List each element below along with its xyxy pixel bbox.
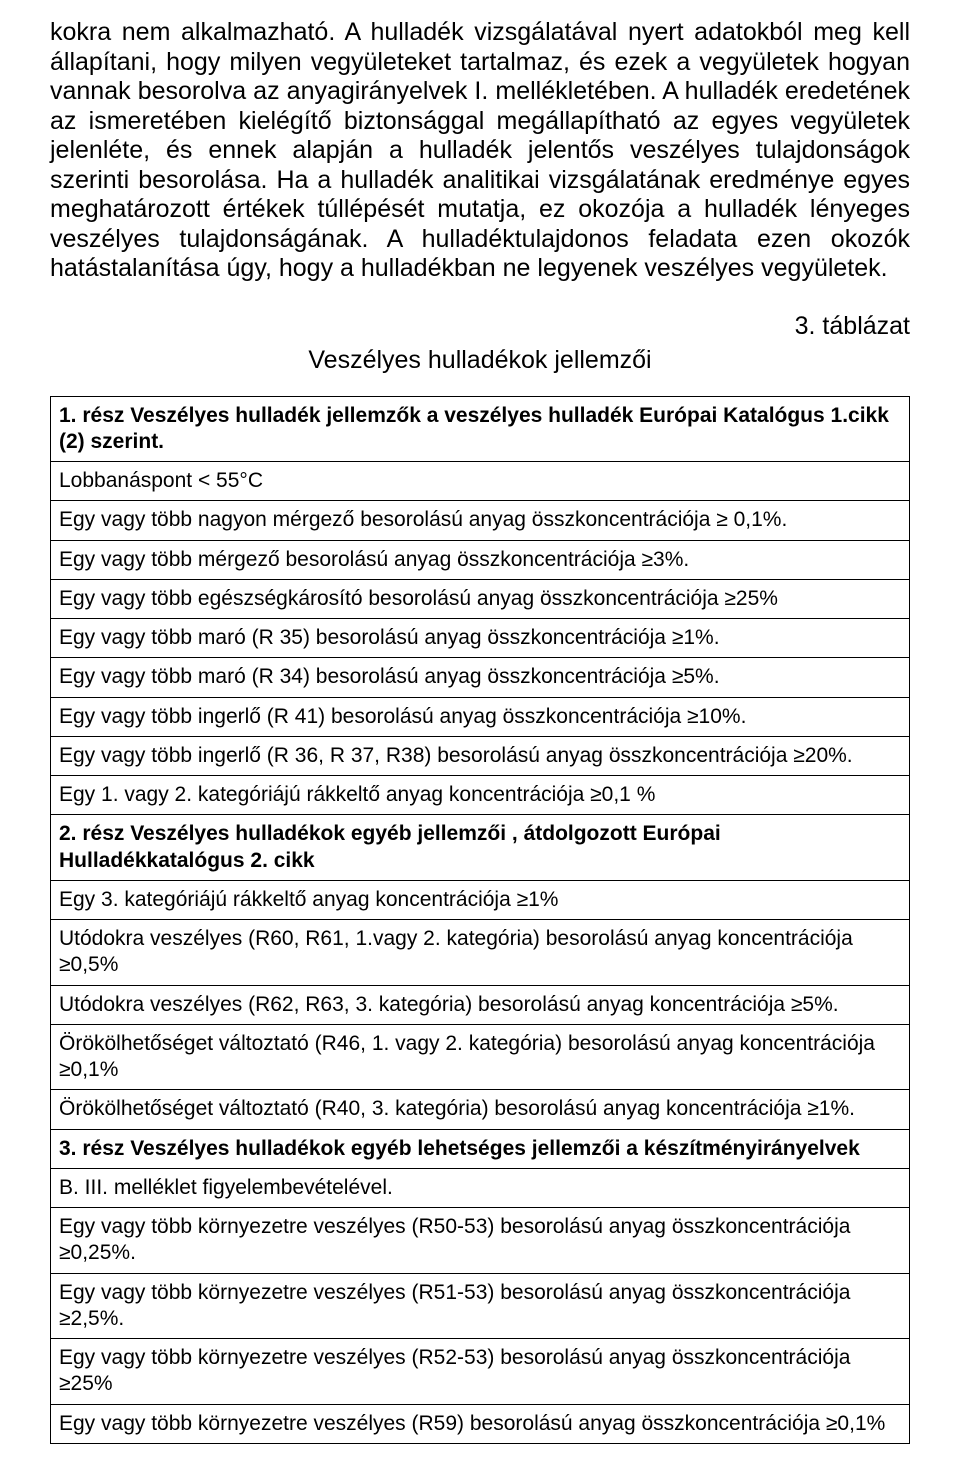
table-cell: Egy vagy több környezetre veszélyes (R52… bbox=[51, 1339, 910, 1405]
table-cell: Egy vagy több egészségkárosító besorolás… bbox=[51, 579, 910, 618]
table-row: Egy vagy több környezetre veszélyes (R59… bbox=[51, 1404, 910, 1443]
table-row: Egy vagy több egészségkárosító besorolás… bbox=[51, 579, 910, 618]
section-1-heading: 1. rész Veszélyes hulladék jellemzők a v… bbox=[51, 396, 910, 462]
table-row: Egy vagy több maró (R 35) besorolású any… bbox=[51, 619, 910, 658]
table-row: Egy vagy több ingerlő (R 36, R 37, R38) … bbox=[51, 736, 910, 775]
table-row: Egy vagy több ingerlő (R 41) besorolású … bbox=[51, 697, 910, 736]
table-cell: Utódokra veszélyes (R60, R61, 1.vagy 2. … bbox=[51, 920, 910, 986]
table-row: Egy vagy több mérgező besorolású anyag ö… bbox=[51, 540, 910, 579]
table-row: Egy 3. kategóriájú rákkeltő anyag koncen… bbox=[51, 880, 910, 919]
table-row: Egy 1. vagy 2. kategóriájú rákkeltő anya… bbox=[51, 776, 910, 815]
table-cell: Egy vagy több környezetre veszélyes (R50… bbox=[51, 1208, 910, 1274]
table-row: Egy vagy több környezetre veszélyes (R52… bbox=[51, 1339, 910, 1405]
table-number-label: 3. táblázat bbox=[795, 312, 910, 341]
table-row: Egy vagy több nagyon mérgező besorolású … bbox=[51, 501, 910, 540]
table-row: Utódokra veszélyes (R62, R63, 3. kategór… bbox=[51, 985, 910, 1024]
table-cell: Utódokra veszélyes (R62, R63, 3. kategór… bbox=[51, 985, 910, 1024]
table-cell: Egy vagy több ingerlő (R 41) besorolású … bbox=[51, 697, 910, 736]
table-cell: Egy vagy több ingerlő (R 36, R 37, R38) … bbox=[51, 736, 910, 775]
table-row: B. III. melléklet figyelembevételével. bbox=[51, 1168, 910, 1207]
table-row: Egy vagy több környezetre veszélyes (R50… bbox=[51, 1208, 910, 1274]
table-row: Utódokra veszélyes (R60, R61, 1.vagy 2. … bbox=[51, 920, 910, 986]
table-row: Örökölhetőséget változtató (R40, 3. kate… bbox=[51, 1090, 910, 1129]
section-2-heading: 2. rész Veszélyes hulladékok egyéb jelle… bbox=[51, 815, 910, 881]
table-section-heading: 3. rész Veszélyes hulladékok egyéb lehet… bbox=[51, 1129, 910, 1168]
table-cell: Egy vagy több maró (R 34) besorolású any… bbox=[51, 658, 910, 697]
table-cell: Egy 1. vagy 2. kategóriájú rákkeltő anya… bbox=[51, 776, 910, 815]
table-section-heading: 1. rész Veszélyes hulladék jellemzők a v… bbox=[51, 396, 910, 462]
table-cell: Egy vagy több környezetre veszélyes (R59… bbox=[51, 1404, 910, 1443]
table-row: Egy vagy több maró (R 34) besorolású any… bbox=[51, 658, 910, 697]
table-row: Egy vagy több környezetre veszélyes (R51… bbox=[51, 1273, 910, 1339]
section-3-heading: 3. rész Veszélyes hulladékok egyéb lehet… bbox=[51, 1129, 910, 1168]
table-cell: B. III. melléklet figyelembevételével. bbox=[51, 1168, 910, 1207]
table-title: Veszélyes hulladékok jellemzői bbox=[308, 346, 651, 375]
table-cell: Örökölhetőséget változtató (R46, 1. vagy… bbox=[51, 1024, 910, 1090]
table-cell: Egy vagy több környezetre veszélyes (R51… bbox=[51, 1273, 910, 1339]
table-row: Lobbanáspont < 55°C bbox=[51, 462, 910, 501]
table-cell: Egy vagy több nagyon mérgező besorolású … bbox=[51, 501, 910, 540]
hazardous-waste-table: 1. rész Veszélyes hulladék jellemzők a v… bbox=[50, 396, 910, 1444]
table-cell: Egy vagy több mérgező besorolású anyag ö… bbox=[51, 540, 910, 579]
table-cell: Egy vagy több maró (R 35) besorolású any… bbox=[51, 619, 910, 658]
table-heading: 3. táblázat Veszélyes hulladékok jellemz… bbox=[50, 312, 910, 382]
table-section-heading: 2. rész Veszélyes hulladékok egyéb jelle… bbox=[51, 815, 910, 881]
table-cell: Lobbanáspont < 55°C bbox=[51, 462, 910, 501]
table-row: Örökölhetőséget változtató (R46, 1. vagy… bbox=[51, 1024, 910, 1090]
body-paragraph: kokra nem alkalmazható. A hulladék vizsg… bbox=[50, 18, 910, 284]
table-cell: Egy 3. kategóriájú rákkeltő anyag koncen… bbox=[51, 880, 910, 919]
table-cell: Örökölhetőséget változtató (R40, 3. kate… bbox=[51, 1090, 910, 1129]
